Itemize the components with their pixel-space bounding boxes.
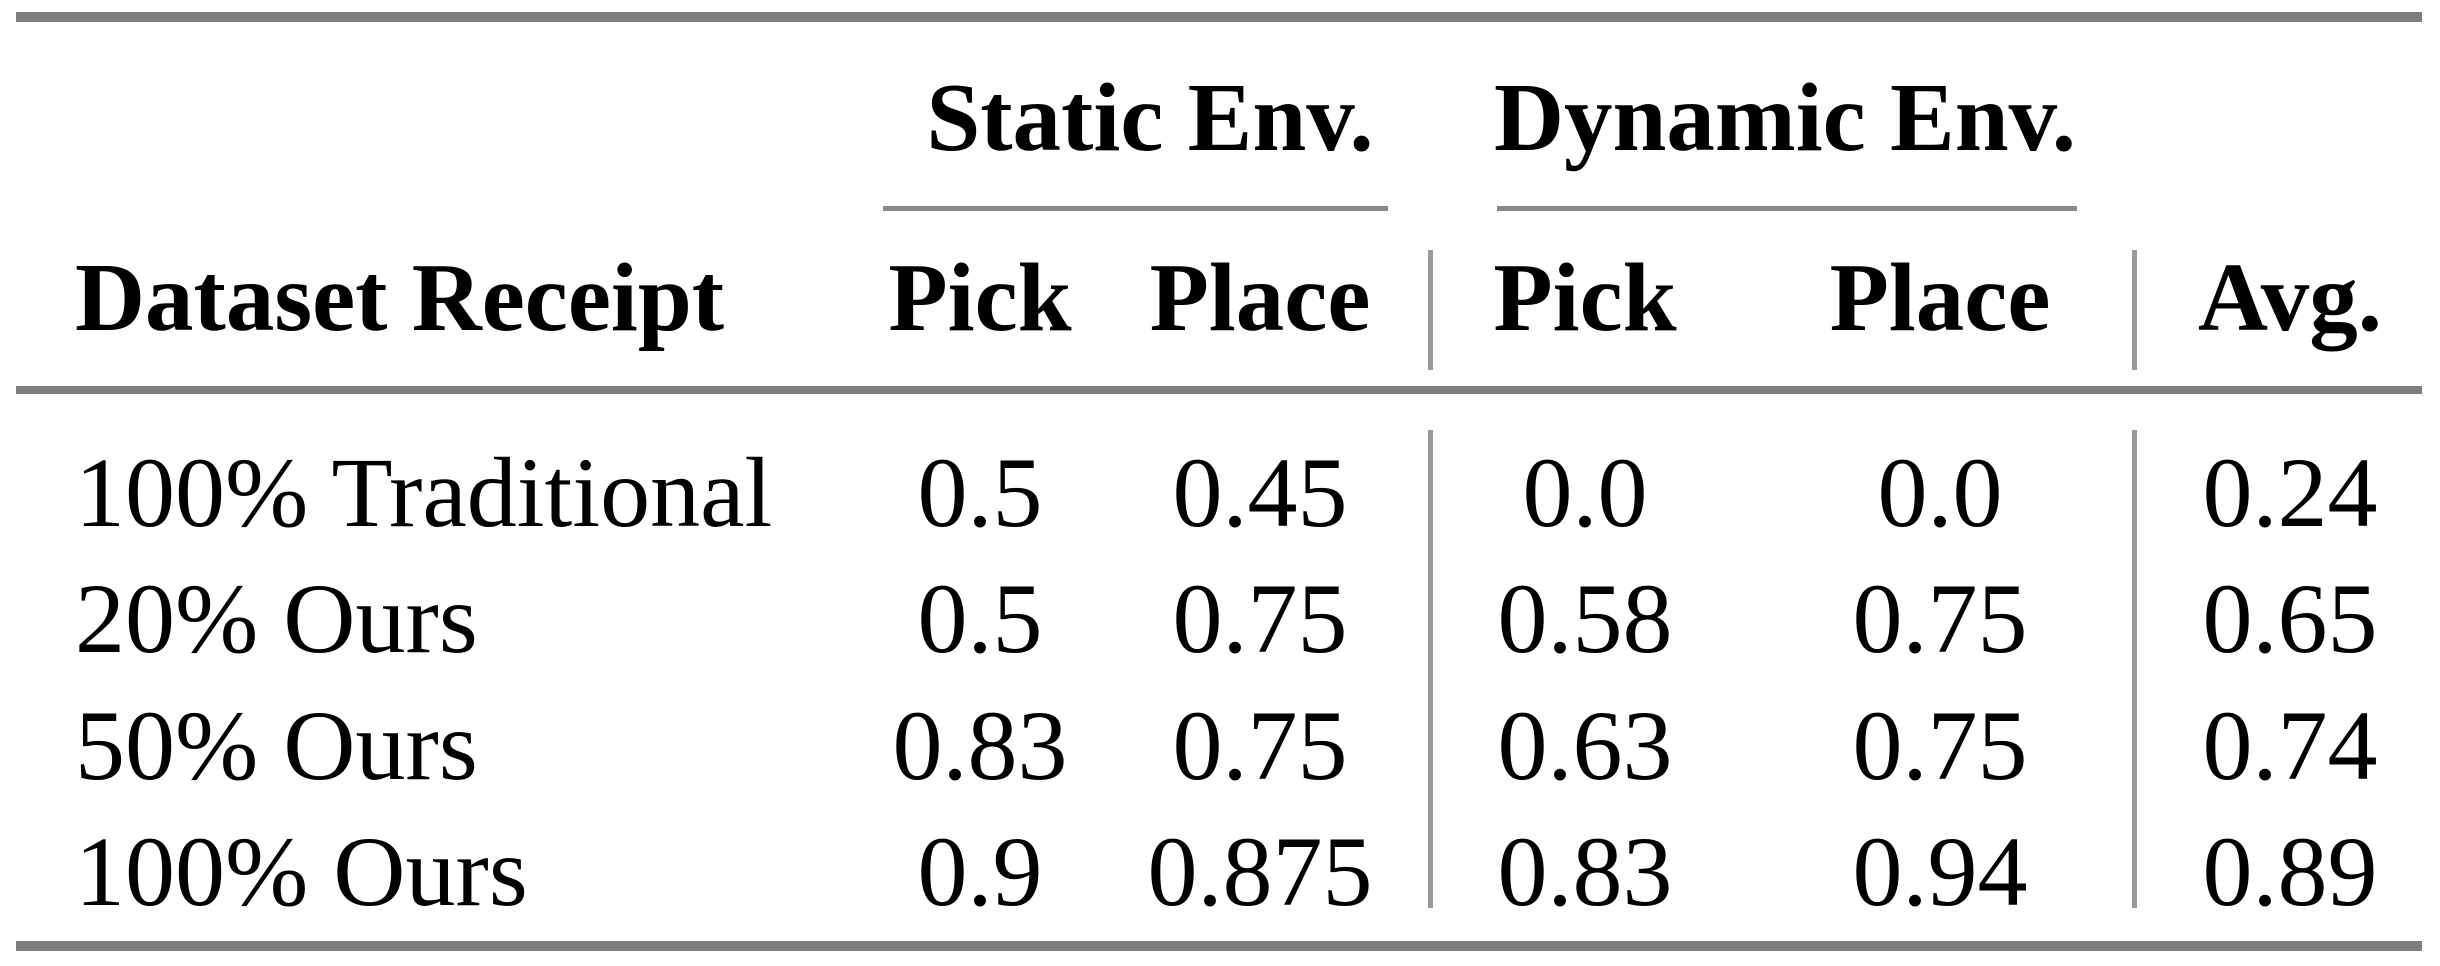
cell-static-place: 0.75 xyxy=(1172,689,1348,801)
cell-dynamic-pick: 0.0 xyxy=(1522,437,1648,549)
divider-static-dynamic-header xyxy=(1428,250,1433,370)
divider-dynamic-avg-body xyxy=(2132,430,2137,908)
row-label-50-ours: 50% Ours xyxy=(75,689,478,801)
dynamic-env-underline xyxy=(1497,206,2077,211)
cell-static-place: 0.875 xyxy=(1147,815,1373,927)
column-header-dynamic-place: Place xyxy=(1829,244,2051,351)
mid-rule xyxy=(16,386,2422,394)
row-label-20-ours: 20% Ours xyxy=(75,563,478,675)
cell-dynamic-place: 0.75 xyxy=(1852,689,2028,801)
cell-avg: 0.24 xyxy=(2202,437,2378,549)
cell-static-place: 0.45 xyxy=(1172,437,1348,549)
cell-static-pick: 0.5 xyxy=(917,563,1043,675)
group-header-row: Static Env. Dynamic Env. xyxy=(0,30,2440,205)
cell-avg: 0.89 xyxy=(2202,815,2378,927)
column-header-static-pick: Pick xyxy=(888,244,1072,351)
group-header-static-env: Static Env. xyxy=(926,64,1374,171)
column-header-row: Dataset Receipt Pick Place Pick Place Av… xyxy=(0,215,2440,380)
top-rule xyxy=(16,12,2422,22)
cell-dynamic-place: 0.75 xyxy=(1852,563,2028,675)
cell-static-pick: 0.83 xyxy=(892,689,1068,801)
cell-static-pick: 0.9 xyxy=(917,815,1043,927)
row-label-100-traditional: 100% Traditional xyxy=(75,437,773,549)
column-header-dynamic-pick: Pick xyxy=(1493,244,1677,351)
cell-avg: 0.65 xyxy=(2202,563,2378,675)
cell-dynamic-pick: 0.83 xyxy=(1497,815,1673,927)
column-header-avg: Avg. xyxy=(2197,244,2383,351)
cell-static-pick: 0.5 xyxy=(917,437,1043,549)
divider-dynamic-avg-header xyxy=(2132,250,2137,370)
row-label-100-ours: 100% Ours xyxy=(75,815,528,927)
cell-dynamic-place: 0.94 xyxy=(1852,815,2028,927)
cell-dynamic-place: 0.0 xyxy=(1877,437,2003,549)
cell-static-place: 0.75 xyxy=(1172,563,1348,675)
cell-avg: 0.74 xyxy=(2202,689,2378,801)
column-header-static-place: Place xyxy=(1149,244,1371,351)
divider-static-dynamic-body xyxy=(1428,430,1433,908)
cell-dynamic-pick: 0.63 xyxy=(1497,689,1673,801)
bottom-rule xyxy=(16,941,2422,951)
table-body: 100% Traditional 0.5 0.45 0.0 0.0 0.24 2… xyxy=(0,430,2440,935)
cell-dynamic-pick: 0.58 xyxy=(1497,563,1673,675)
column-header-dataset-receipt: Dataset Receipt xyxy=(75,244,725,351)
group-header-dynamic-env: Dynamic Env. xyxy=(1493,64,2077,171)
static-env-underline xyxy=(883,206,1388,211)
